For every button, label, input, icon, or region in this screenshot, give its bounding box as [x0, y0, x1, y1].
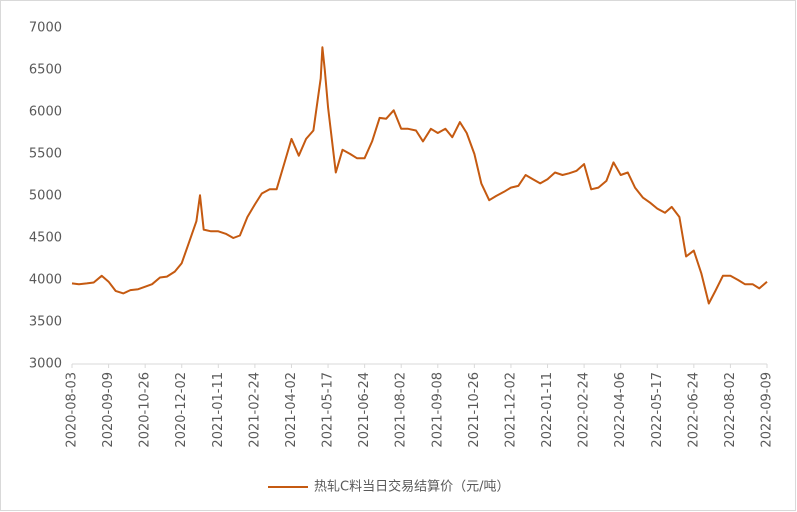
x-tick-label: 2021-08-02 — [394, 372, 409, 448]
x-tick-label: 2021-06-24 — [357, 372, 372, 448]
x-tick-label: 2021-05-17 — [321, 372, 336, 448]
data-line — [71, 46, 768, 305]
x-tick-label: 2021-02-24 — [247, 372, 262, 448]
x-tick-label: 2021-10-26 — [467, 372, 482, 448]
x-tick-label: 2020-12-02 — [174, 372, 189, 448]
y-tick-label: 5500 — [29, 147, 62, 162]
x-tick-label: 2021-09-08 — [430, 372, 445, 448]
x-tick-label: 2022-04-06 — [613, 372, 628, 448]
x-tick-label: 2022-06-24 — [686, 372, 701, 448]
x-tick-label: 2022-09-09 — [760, 372, 775, 448]
y-tick-label: 4500 — [29, 231, 62, 246]
x-tick-label: 2021-12-02 — [503, 372, 518, 448]
x-tick-label: 2021-01-11 — [211, 372, 226, 448]
y-tick-label: 7000 — [29, 21, 62, 36]
y-tick-label: 4000 — [29, 273, 62, 288]
x-tick-label: 2020-09-09 — [101, 372, 116, 448]
y-tick-label: 3500 — [29, 315, 62, 330]
y-tick-label: 5000 — [29, 189, 62, 204]
x-tick-label: 2022-02-24 — [577, 372, 592, 448]
x-tick-label: 2020-08-03 — [65, 372, 80, 448]
y-tick-label: 6000 — [29, 105, 62, 120]
legend-label: 热轧C料当日交易结算价（元/吨） — [314, 479, 509, 495]
y-tick-label: 6500 — [29, 63, 62, 78]
x-tick-label: 2022-01-11 — [540, 372, 555, 448]
x-tick-label: 2022-05-17 — [650, 372, 665, 448]
x-tick-label: 2021-04-02 — [284, 372, 299, 448]
x-tick-label: 2022-08-02 — [723, 372, 738, 448]
y-tick-label: 3000 — [29, 357, 62, 372]
x-tick-label: 2020-10-26 — [138, 372, 153, 448]
